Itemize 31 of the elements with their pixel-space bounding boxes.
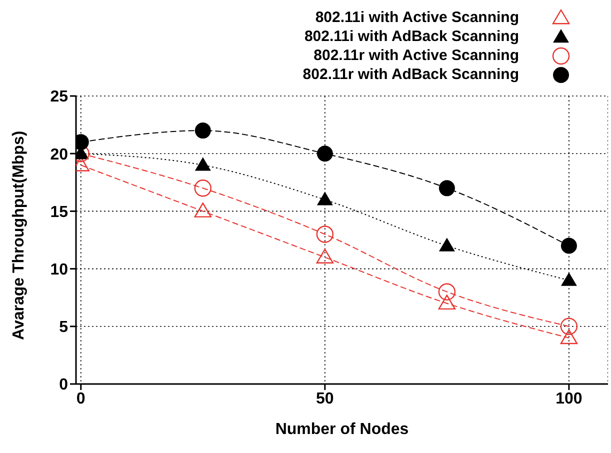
point: [560, 318, 578, 335]
point: [438, 283, 456, 300]
point: [194, 202, 212, 218]
x-tick-label: 0: [76, 390, 86, 408]
point: [316, 192, 333, 206]
point: [438, 238, 455, 252]
point: [560, 329, 578, 344]
y-axis-title: Avarage Throughput(Mbps): [10, 130, 28, 340]
point: [194, 122, 211, 139]
y-tick-label: 10: [50, 261, 68, 278]
point: [316, 226, 334, 243]
y-tick-label: 5: [59, 319, 68, 336]
x-tick-label: 50: [316, 390, 334, 408]
point: [194, 157, 211, 171]
point: [438, 294, 456, 310]
point: [316, 248, 334, 264]
point: [316, 146, 333, 162]
y-tick-label: 15: [50, 204, 68, 221]
y-tick-label: 25: [50, 88, 68, 106]
point: [438, 180, 455, 196]
legend-label: 802.11r with AdBack Scanning: [302, 66, 519, 83]
point: [560, 272, 577, 286]
legend-label: 802.11i with Active Scanning: [315, 9, 519, 26]
point: [194, 180, 212, 197]
y-tick-label: 0: [59, 376, 68, 394]
x-axis-title: Number of Nodes: [275, 421, 409, 438]
y-tick-label: 20: [50, 146, 68, 164]
point: [560, 238, 577, 254]
x-tick-label: 100: [556, 390, 582, 408]
legend-label: 802.11i with AdBack Scanning: [304, 28, 519, 45]
legend-label: 802.11r with Active Scanning: [314, 47, 519, 64]
